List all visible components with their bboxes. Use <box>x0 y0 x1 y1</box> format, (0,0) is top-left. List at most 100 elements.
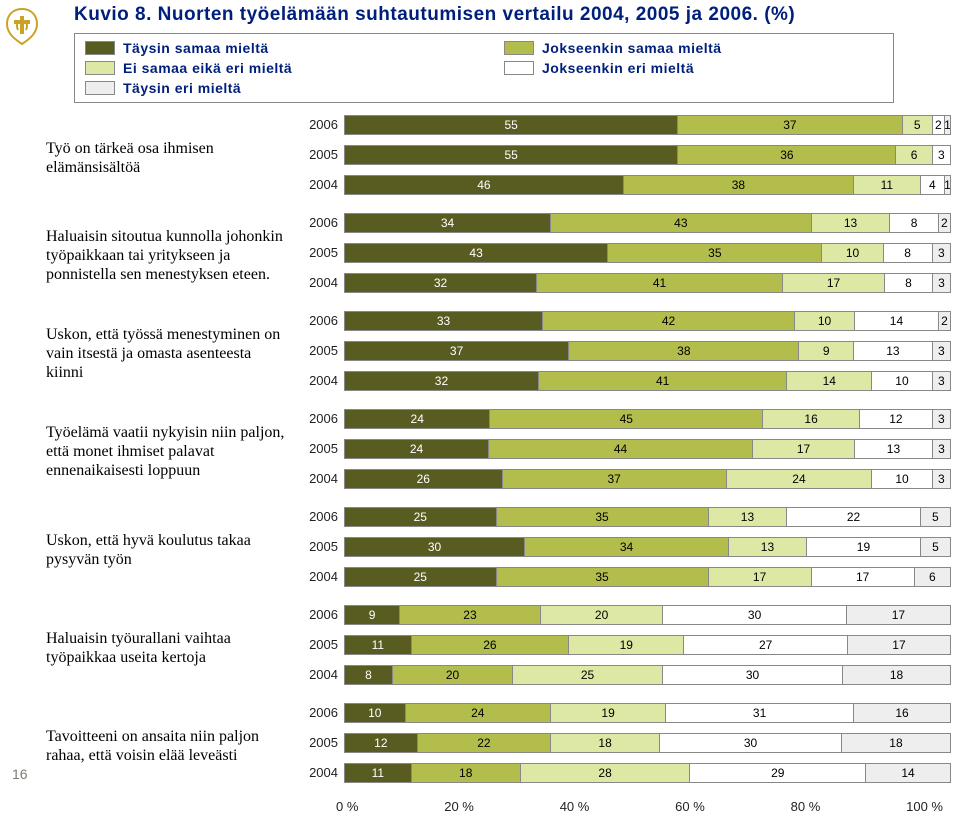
bar-segment: 28 <box>521 763 691 783</box>
bar-segment: 30 <box>663 665 843 685</box>
bar-segment: 44 <box>489 439 753 459</box>
bar-segment: 17 <box>753 439 855 459</box>
bar-segment: 11 <box>854 175 921 195</box>
bar-segment: 16 <box>763 409 860 429</box>
bar-segment: 10 <box>795 311 855 331</box>
chart-group: Uskon, että hyvä koulutus takaa pysyvän … <box>46 505 951 595</box>
legend-item: Ei samaa eikä eri mieltä <box>85 60 464 76</box>
year-label: 2006 <box>294 313 344 328</box>
bar-row: 2004253517176 <box>294 565 951 589</box>
bar-segment: 20 <box>393 665 513 685</box>
bar-segment: 11 <box>345 635 412 655</box>
group-bars: 20063342101422005373891332004324114103 <box>294 309 951 399</box>
bar-segment: 17 <box>709 567 812 587</box>
bar-segment: 12 <box>345 733 418 753</box>
bar-segment: 14 <box>866 763 951 783</box>
bar-segment: 3 <box>933 439 951 459</box>
legend-swatch <box>85 61 115 75</box>
legend-label: Täysin eri mieltä <box>123 80 241 96</box>
group-bars: 200624451612320052444171332004263724103 <box>294 407 951 497</box>
bar-segment: 22 <box>787 507 920 527</box>
stacked-bar-chart: Työ on tärkeä osa ihmisen elämänsisältöä… <box>46 113 951 791</box>
stacked-bar: 1126192717 <box>344 635 951 655</box>
year-label: 2005 <box>294 441 344 456</box>
legend-label: Jokseenkin samaa mieltä <box>542 40 722 56</box>
year-label: 2006 <box>294 117 344 132</box>
bar-row: 20061024193116 <box>294 701 951 725</box>
bar-segment: 23 <box>400 605 541 625</box>
bar-segment: 45 <box>490 409 763 429</box>
bar-segment: 11 <box>345 763 412 783</box>
year-label: 2005 <box>294 245 344 260</box>
bar-segment: 17 <box>847 605 951 625</box>
bar-segment: 18 <box>842 733 951 753</box>
legend: Täysin samaa mieltä Ei samaa eikä eri mie… <box>74 33 894 103</box>
bar-segment: 37 <box>345 341 569 361</box>
bar-row: 20065537521 <box>294 113 951 137</box>
stacked-bar: 1222183018 <box>344 733 951 753</box>
bar-segment: 3 <box>933 243 951 263</box>
bar-row: 200446381141 <box>294 173 951 197</box>
chart-group: Työelämä vaatii nykyisin niin paljon, et… <box>46 407 951 497</box>
page: 16 Kuvio 8. Nuorten työelämään suhtautum… <box>0 0 959 814</box>
bar-segment: 34 <box>525 537 729 557</box>
bar-segment: 31 <box>666 703 854 723</box>
bar-segment: 18 <box>843 665 951 685</box>
bar-segment: 24 <box>727 469 872 489</box>
year-label: 2005 <box>294 539 344 554</box>
bar-segment: 32 <box>345 273 537 293</box>
bar-segment: 41 <box>537 273 783 293</box>
bar-segment: 8 <box>890 213 938 233</box>
year-label: 2006 <box>294 411 344 426</box>
bar-segment: 19 <box>807 537 921 557</box>
side-column: 16 <box>0 0 46 814</box>
group-label: Haluaisin työurallani vaihtaa työpaikkaa… <box>46 603 294 693</box>
bar-segment: 2 <box>939 213 951 233</box>
bar-segment: 3 <box>933 469 951 489</box>
bar-row: 2005244417133 <box>294 437 951 461</box>
bar-segment: 19 <box>551 703 666 723</box>
stacked-bar: 34431382 <box>344 213 951 233</box>
group-label: Uskon, että hyvä koulutus takaa pysyvän … <box>46 505 294 595</box>
chart-group: Työ on tärkeä osa ihmisen elämänsisältöä… <box>46 113 951 203</box>
legend-swatch <box>504 61 534 75</box>
group-label: Työelämä vaatii nykyisin niin paljon, et… <box>46 407 294 497</box>
bar-segment: 37 <box>503 469 727 489</box>
bar-segment: 4 <box>921 175 945 195</box>
stacked-bar: 1024193116 <box>344 703 951 723</box>
chart-group: Tavoitteeni on ansaita niin paljon rahaa… <box>46 701 951 791</box>
bar-segment: 34 <box>345 213 551 233</box>
year-label: 2005 <box>294 343 344 358</box>
bar-segment: 25 <box>345 567 497 587</box>
bar-row: 2004820253018 <box>294 663 951 687</box>
bar-row: 20051222183018 <box>294 731 951 755</box>
bar-segment: 24 <box>345 439 489 459</box>
bar-row: 20041118282914 <box>294 761 951 785</box>
bar-segment: 13 <box>855 439 933 459</box>
bar-row: 2005553663 <box>294 143 951 167</box>
year-label: 2006 <box>294 607 344 622</box>
stacked-bar: 5537521 <box>344 115 951 135</box>
legend-label: Täysin samaa mieltä <box>123 40 269 56</box>
bar-segment: 35 <box>497 567 709 587</box>
stacked-bar: 334210142 <box>344 311 951 331</box>
bar-segment: 13 <box>709 507 788 527</box>
year-label: 2006 <box>294 705 344 720</box>
stacked-bar: 32411783 <box>344 273 951 293</box>
bar-segment: 29 <box>690 763 866 783</box>
bar-segment: 17 <box>783 273 885 293</box>
legend-swatch <box>85 41 115 55</box>
axis-tick: 80 % <box>791 799 821 814</box>
bar-row: 2006244516123 <box>294 407 951 431</box>
bar-segment: 3 <box>933 273 951 293</box>
bar-segment: 10 <box>872 371 933 391</box>
year-label: 2004 <box>294 471 344 486</box>
stacked-bar: 43351083 <box>344 243 951 263</box>
bar-segment: 33 <box>345 311 543 331</box>
bar-segment: 24 <box>345 409 490 429</box>
bar-segment: 55 <box>345 115 678 135</box>
year-label: 2004 <box>294 667 344 682</box>
x-axis: 0 %20 %40 %60 %80 %100 % <box>336 799 951 814</box>
bar-segment: 35 <box>497 507 709 527</box>
bar-segment: 41 <box>539 371 787 391</box>
